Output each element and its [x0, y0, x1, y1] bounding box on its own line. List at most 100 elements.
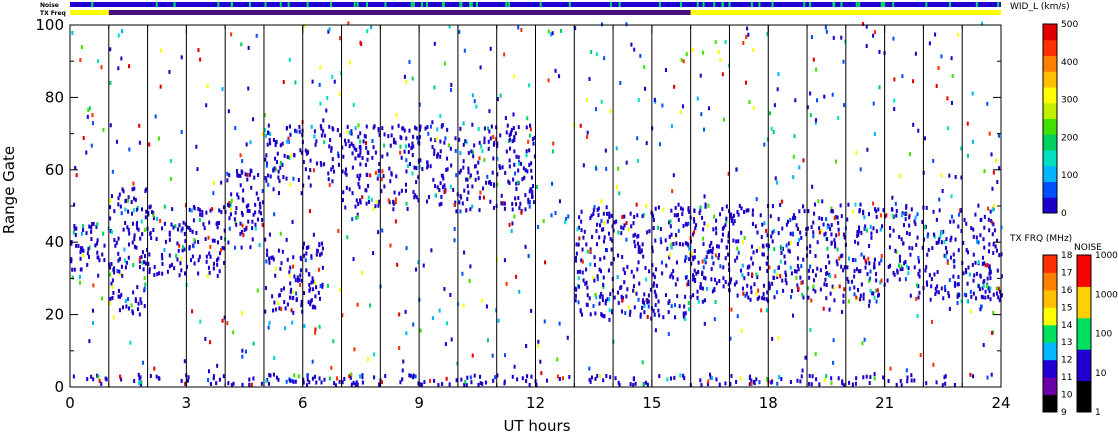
- data-cell: [503, 353, 507, 358]
- txfreq-colorbar-title: TX FRQ (MHz): [1009, 234, 1072, 244]
- data-cell: [148, 252, 151, 257]
- data-cell: [873, 376, 876, 381]
- data-cell: [996, 180, 999, 184]
- data-cell: [331, 74, 334, 79]
- data-cell: [472, 154, 475, 159]
- data-cell: [314, 281, 317, 286]
- data-cell: [424, 126, 427, 131]
- data-cell: [684, 294, 687, 299]
- colorbar-swatch: [1043, 359, 1057, 378]
- data-cell: [565, 216, 568, 221]
- data-cell: [113, 270, 116, 275]
- data-cell: [143, 286, 146, 291]
- data-cell: [118, 192, 121, 197]
- data-cell: [686, 282, 689, 287]
- data-cell: [307, 150, 310, 155]
- data-cell: [168, 232, 171, 237]
- data-cell: [495, 125, 498, 130]
- data-cell: [960, 175, 963, 180]
- data-cell: [687, 301, 690, 306]
- data-cell: [768, 265, 771, 270]
- data-cell: [377, 168, 380, 173]
- data-cell: [957, 282, 960, 287]
- data-cell: [875, 229, 878, 234]
- data-cell: [212, 191, 215, 196]
- data-cell: [729, 336, 732, 341]
- data-cell: [950, 100, 953, 105]
- data-cell: [701, 286, 704, 291]
- data-cell: [773, 228, 776, 233]
- data-cell: [304, 148, 307, 153]
- data-cell: [104, 376, 107, 381]
- data-cell: [625, 220, 628, 225]
- data-cell: [814, 289, 817, 294]
- data-cell: [756, 296, 759, 301]
- data-cell: [256, 288, 259, 293]
- data-cell: [516, 180, 519, 185]
- data-cell: [727, 282, 730, 287]
- data-cell: [743, 236, 746, 240]
- data-cell: [471, 93, 474, 98]
- data-cell: [441, 173, 444, 178]
- data-cell: [245, 204, 248, 209]
- data-cell: [898, 254, 901, 259]
- data-cell: [71, 30, 74, 35]
- data-cell: [359, 150, 362, 155]
- data-cell: [286, 139, 289, 144]
- data-cell: [87, 108, 90, 113]
- data-cell: [925, 205, 928, 210]
- data-cell: [512, 126, 515, 131]
- data-cell: [474, 177, 477, 182]
- data-cell: [212, 376, 215, 381]
- data-cell: [141, 232, 144, 237]
- data-cell: [72, 374, 75, 379]
- data-cell: [397, 123, 400, 128]
- data-cell: [927, 247, 930, 252]
- data-cell: [305, 383, 309, 388]
- colorbar-tick-label: 500: [1061, 20, 1078, 30]
- data-cell: [400, 155, 403, 160]
- data-cell: [473, 99, 476, 104]
- data-cell: [337, 154, 340, 159]
- data-cell: [817, 199, 820, 204]
- data-cell: [327, 29, 330, 34]
- data-cell: [494, 137, 497, 142]
- data-cell: [369, 173, 372, 178]
- data-cell: [694, 277, 697, 282]
- data-cell: [511, 221, 514, 226]
- data-cell: [289, 265, 292, 270]
- data-cell: [164, 239, 167, 244]
- data-cell: [258, 209, 261, 214]
- data-cell: [513, 214, 516, 219]
- data-cell: [118, 294, 122, 299]
- data-cell: [717, 253, 721, 258]
- data-cell: [181, 248, 184, 253]
- data-cell: [554, 210, 557, 215]
- data-cell: [426, 165, 429, 170]
- data-cell: [508, 133, 511, 138]
- data-cell: [893, 98, 896, 103]
- data-cell: [816, 240, 819, 245]
- data-cell: [345, 185, 348, 190]
- data-cell: [552, 141, 555, 146]
- data-cell: [111, 278, 114, 283]
- data-cell: [987, 264, 991, 269]
- data-cell: [321, 246, 324, 251]
- data-cell: [143, 260, 146, 265]
- data-cell: [715, 377, 718, 382]
- data-cell: [365, 201, 368, 206]
- data-cell: [388, 166, 391, 171]
- data-cell: [854, 239, 857, 244]
- data-cell: [692, 277, 695, 282]
- data-cell: [529, 127, 532, 132]
- data-cell: [341, 198, 344, 203]
- data-cell: [330, 146, 333, 151]
- data-cell: [215, 381, 218, 386]
- data-cell: [602, 239, 606, 244]
- data-cell: [412, 322, 415, 327]
- data-cell: [644, 265, 647, 270]
- data-cell: [847, 299, 850, 304]
- data-cell: [679, 110, 682, 115]
- data-cell: [910, 373, 913, 378]
- data-cell: [491, 170, 494, 175]
